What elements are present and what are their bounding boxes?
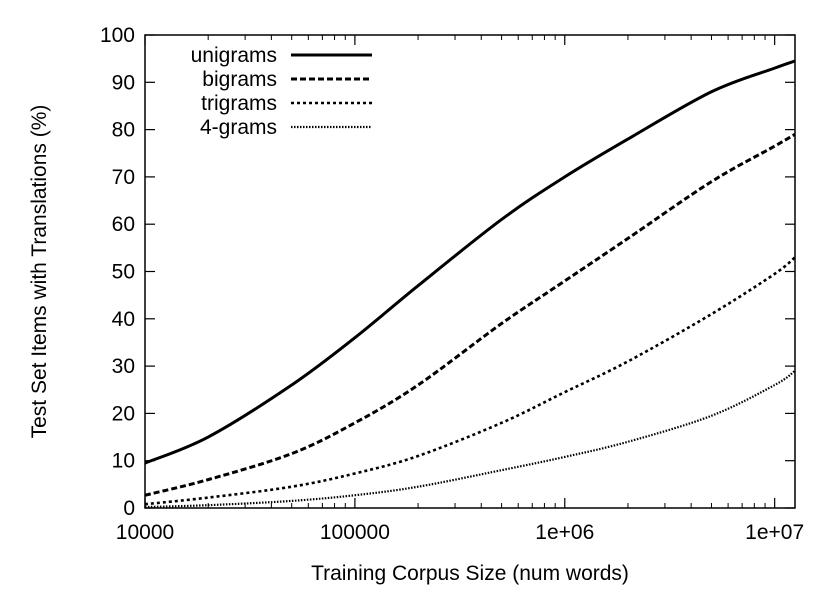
axis-tick-labels: 0 10 20 30 40 50 60 70 80 90 100 10000 100000 1e+06 1e… [100,24,804,544]
y-tick-label: 10 [112,450,135,473]
y-axis-title: Test Set Items with Translations (%) [28,105,51,439]
series-line-bigrams [144,133,796,497]
series-line-trigrams [144,256,796,506]
legend-label: 4-grams [200,116,277,139]
y-tick-label: 70 [112,166,135,189]
y-tick-label: 50 [112,261,135,284]
series-line-unigrams [144,59,796,465]
legend-label: bigrams [202,68,277,91]
series-lines [144,59,796,509]
y-tick-label: 90 [112,71,135,94]
legend-label: unigrams [191,44,277,67]
plot-frame [144,34,796,509]
y-tick-label: 20 [112,402,135,425]
y-tick-label: 80 [112,119,135,142]
y-tick-label: 60 [112,213,135,236]
y-tick-label: 100 [100,24,135,47]
y-tick-label: 30 [112,355,135,378]
legend-label: trigrams [201,92,277,115]
x-tick-label: 10000 [116,521,174,544]
x-axis-title: Training Corpus Size (num words) [311,562,629,585]
y-tick-label: 0 [123,497,135,520]
x-tick-label: 100000 [320,521,390,544]
y-tick-label: 40 [112,308,135,331]
series-line-4-grams [144,369,796,509]
x-tick-label: 1e+07 [745,521,804,544]
x-tick-label: 1e+06 [535,521,594,544]
